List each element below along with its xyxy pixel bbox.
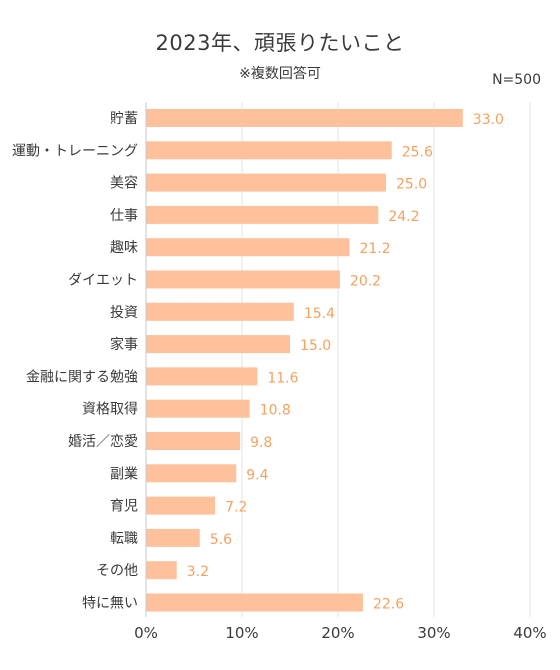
value-label: 25.6 (402, 144, 433, 160)
value-label: 22.6 (373, 597, 404, 613)
bar (146, 109, 463, 127)
category-label: 育児 (110, 499, 138, 515)
category-label: 副業 (110, 466, 138, 482)
category-label: ダイエット (68, 273, 138, 289)
bar (146, 528, 200, 547)
category-label: 婚活／恋愛 (68, 433, 138, 450)
value-label: 20.2 (350, 274, 381, 290)
bar (146, 205, 379, 224)
bar (146, 367, 258, 386)
bar (146, 335, 290, 354)
x-tick-label: 0% (134, 624, 158, 642)
value-label: 9.8 (250, 435, 272, 451)
value-label: 33.0 (473, 112, 504, 128)
category-label: 美容 (110, 175, 138, 192)
category-label: 金融に関する勉強 (26, 369, 138, 385)
category-label: 特に無い (82, 596, 138, 612)
category-label: 家事 (110, 336, 138, 353)
category-label: 投資 (110, 305, 138, 321)
category-label: 貯蓄 (110, 111, 138, 127)
sample-size-label: N=500 (492, 72, 541, 88)
value-label: 11.6 (267, 370, 298, 386)
x-tick-label: 10% (225, 624, 258, 642)
category-label: 運動・トレーニング (12, 143, 138, 159)
value-label: 5.6 (210, 532, 232, 548)
chart-title: 2023年、頑張りたいこと (155, 31, 405, 55)
bar (146, 432, 241, 450)
bar (146, 238, 350, 257)
value-label: 3.2 (187, 564, 209, 580)
value-label: 7.2 (225, 500, 247, 516)
bar (146, 561, 177, 580)
value-label: 21.2 (360, 241, 391, 257)
x-tick-label: 40% (513, 624, 546, 642)
bar (146, 270, 340, 289)
x-tick-label: 20% (321, 624, 354, 642)
value-label: 10.8 (260, 403, 291, 419)
chart-subtitle: ※複数回答可 (239, 66, 321, 82)
bar (146, 173, 386, 192)
category-label: 資格取得 (82, 401, 138, 418)
bar (146, 464, 237, 483)
category-label: 転職 (110, 531, 138, 547)
x-tick-label: 30% (417, 624, 450, 642)
value-label: 24.2 (388, 209, 419, 225)
bar (146, 496, 216, 515)
category-label: その他 (96, 563, 138, 579)
bar (146, 399, 250, 418)
bar (146, 141, 392, 160)
value-label: 25.0 (396, 177, 427, 193)
category-label: 趣味 (110, 240, 138, 256)
value-label: 15.4 (304, 306, 335, 322)
value-label: 15.0 (300, 338, 331, 354)
bar (146, 302, 294, 321)
category-label: 仕事 (110, 208, 138, 224)
bar (146, 593, 363, 612)
value-label: 9.4 (246, 467, 268, 483)
